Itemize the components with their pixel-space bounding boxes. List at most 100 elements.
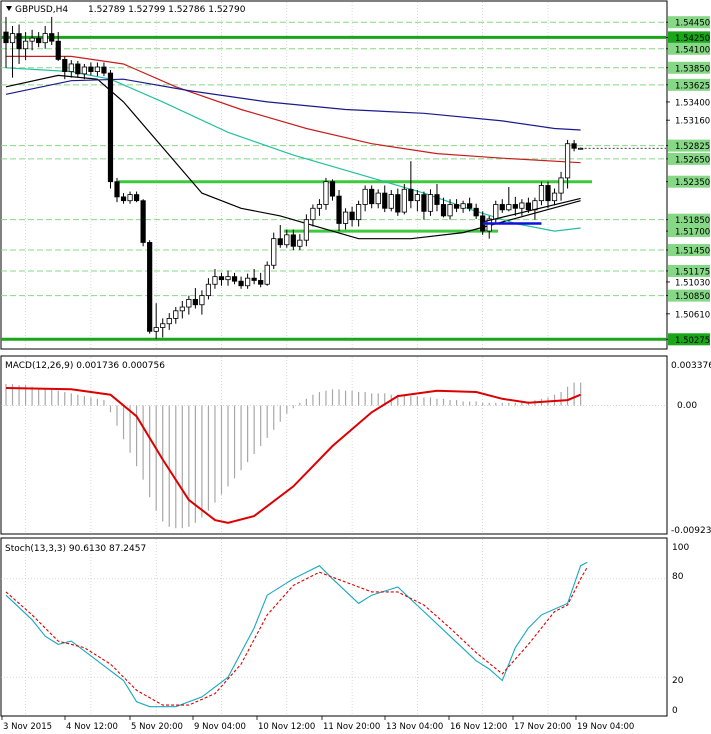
price-label: 1.50275 xyxy=(666,333,710,346)
candle xyxy=(342,208,349,230)
candle xyxy=(238,276,244,289)
candle-body xyxy=(336,195,342,224)
macd-signal-line xyxy=(5,387,581,524)
candle xyxy=(414,190,420,212)
candle xyxy=(506,187,512,212)
candle-body xyxy=(133,194,140,202)
time-axis: 3 Nov 2015 4 Nov 12:00 5 Nov 20:00 9 Nov 04… xyxy=(1,716,634,732)
price-label-text: 1.52825 xyxy=(675,142,710,152)
candle xyxy=(160,318,166,338)
price-label-bg xyxy=(668,244,710,257)
candle-body xyxy=(245,277,251,287)
candle-body xyxy=(290,234,296,247)
candle xyxy=(199,290,205,315)
candle xyxy=(460,200,466,213)
candle xyxy=(147,240,153,334)
candle xyxy=(271,232,277,270)
candle xyxy=(114,177,120,203)
price-label: 1.52650 xyxy=(666,152,710,165)
candle-body xyxy=(388,194,394,209)
time-label: 5 Nov 20:00 xyxy=(131,722,183,732)
stoch-axis-20: 20 xyxy=(672,676,684,686)
candle xyxy=(362,185,368,212)
candle-body xyxy=(49,33,55,42)
candle xyxy=(401,183,407,215)
candle-body xyxy=(173,310,179,319)
candle-body xyxy=(212,276,218,285)
candle-body xyxy=(382,192,388,209)
candle-body xyxy=(473,207,479,217)
candle-body xyxy=(81,66,87,75)
candle-body xyxy=(329,181,336,197)
candle xyxy=(3,16,9,68)
price-label-text: 1.53625 xyxy=(675,81,710,91)
stoch-signal-line xyxy=(5,567,588,706)
ma-line-red xyxy=(6,55,581,164)
candle xyxy=(297,234,303,251)
candle-body xyxy=(453,204,460,209)
candle-body xyxy=(29,37,35,42)
price-label: 1.54100 xyxy=(666,42,710,55)
candle-body xyxy=(160,323,166,328)
stoch-main-line xyxy=(5,561,588,708)
price-label: 1.53850 xyxy=(666,61,710,74)
candle xyxy=(336,190,342,232)
candle-body xyxy=(277,238,283,246)
time-label: 11 Nov 20:00 xyxy=(323,722,380,732)
candle xyxy=(127,191,133,204)
candle-body xyxy=(101,66,107,74)
candle xyxy=(440,197,447,218)
candle-body xyxy=(42,33,48,44)
candle-body xyxy=(120,196,127,202)
candle xyxy=(22,32,29,61)
candle-body xyxy=(493,204,499,220)
candle-body xyxy=(3,31,9,44)
candle-body xyxy=(238,280,244,287)
stoch-axis-80: 80 xyxy=(672,572,684,582)
price-label: 1.52825 xyxy=(666,139,710,152)
candle-body xyxy=(369,188,375,205)
candle xyxy=(49,16,55,45)
candle-body xyxy=(225,276,231,281)
price-label: 1.51850 xyxy=(666,213,710,226)
candle-body xyxy=(68,63,74,72)
candle xyxy=(231,272,238,285)
price-label-text: 1.52350 xyxy=(675,178,710,188)
candle-body xyxy=(258,280,264,285)
candle xyxy=(551,188,558,206)
candle xyxy=(453,199,460,213)
time-label: 16 Nov 12:00 xyxy=(450,722,507,732)
candle-body xyxy=(199,295,205,306)
candle xyxy=(62,56,68,80)
candle xyxy=(133,191,140,203)
price-label-bg xyxy=(668,78,710,91)
candle xyxy=(427,189,434,216)
candle-body xyxy=(186,299,192,308)
candle-body xyxy=(460,203,466,209)
price-label-text: 1.50850 xyxy=(675,292,710,302)
price-label: 1.53400 xyxy=(666,98,710,108)
candle-body xyxy=(427,194,434,212)
candle xyxy=(564,139,571,189)
candle xyxy=(120,193,127,204)
candle xyxy=(173,307,179,324)
candle-body xyxy=(179,306,185,312)
price-label: 1.54250 xyxy=(666,31,710,44)
macd-axis-zero: 0.00 xyxy=(677,401,697,411)
price-label-text: 1.52650 xyxy=(675,155,710,165)
candle xyxy=(395,188,401,216)
stoch-lines xyxy=(5,561,588,708)
price-label-text: 1.51450 xyxy=(675,247,710,257)
candle-body xyxy=(467,203,473,209)
price-label: 1.51175 xyxy=(666,264,710,277)
candle-body xyxy=(434,194,440,205)
candle xyxy=(16,24,22,64)
candle xyxy=(75,60,81,78)
time-label: 4 Nov 12:00 xyxy=(66,722,118,732)
stoch-grid xyxy=(1,539,666,715)
candle xyxy=(29,29,35,51)
candle xyxy=(447,199,453,220)
candle xyxy=(245,273,251,289)
candle xyxy=(349,206,355,227)
